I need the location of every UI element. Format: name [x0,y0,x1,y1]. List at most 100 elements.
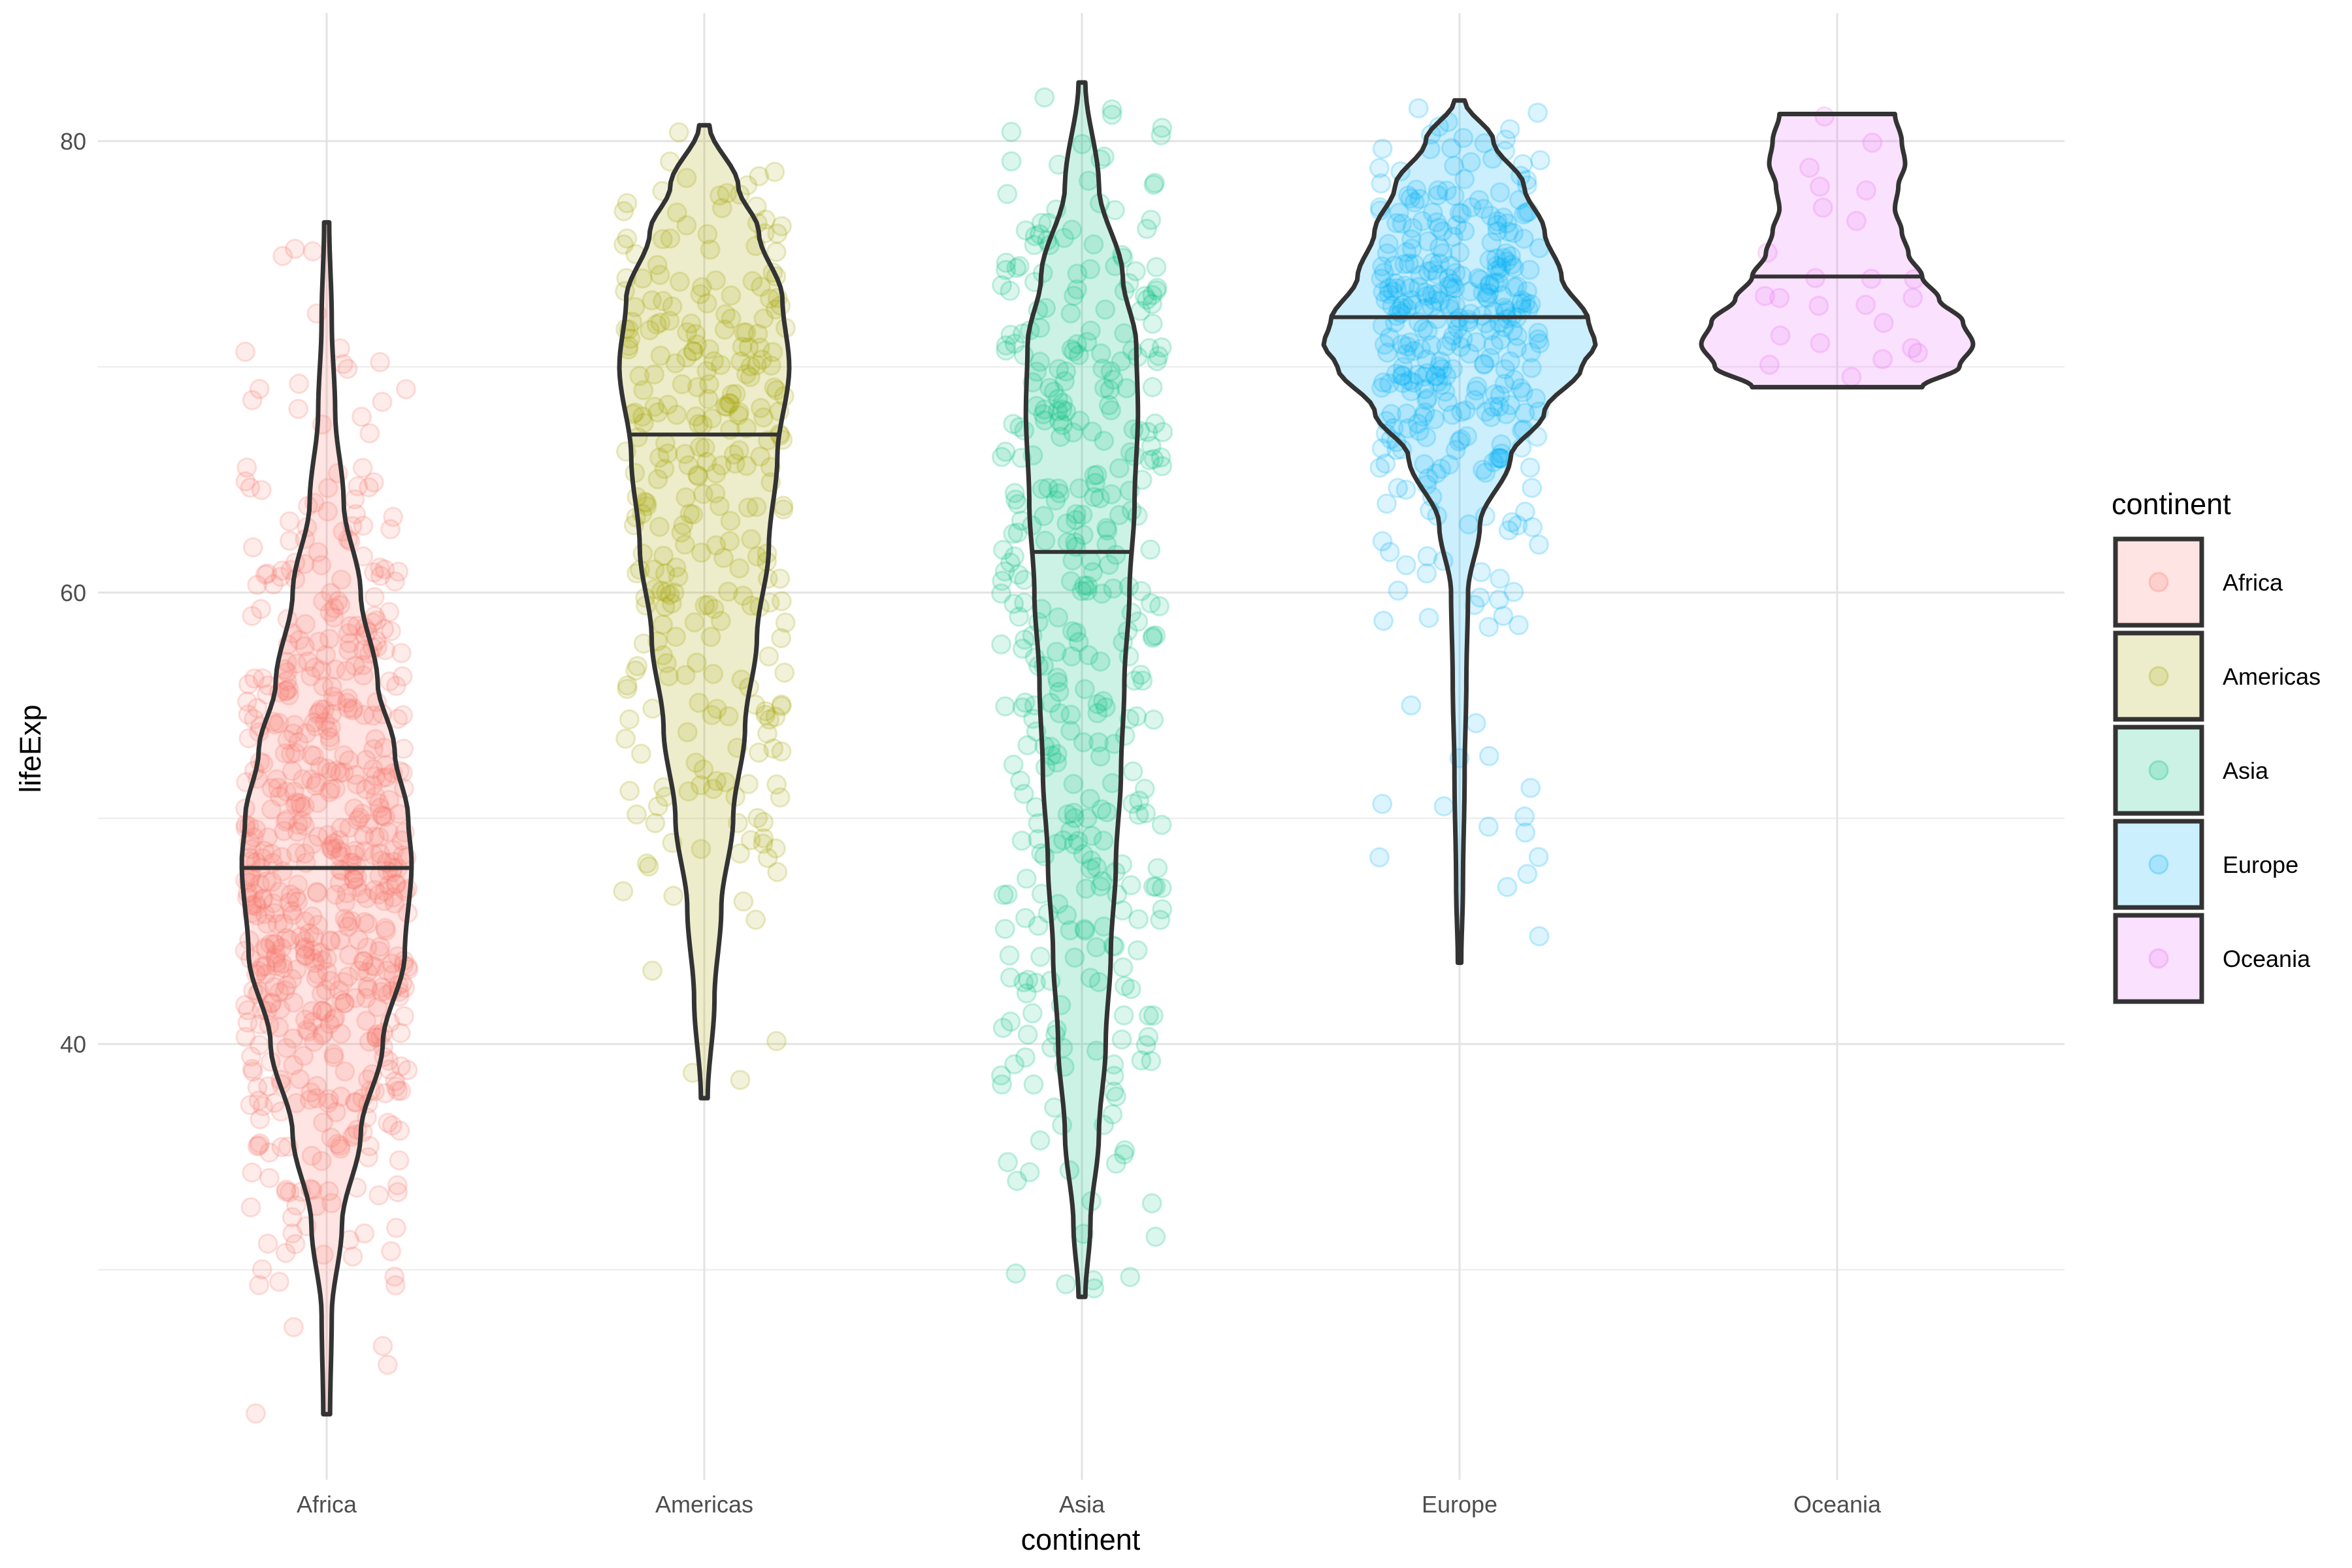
data-point [1068,632,1089,653]
data-point [1504,277,1525,297]
data-point [1486,214,1507,235]
data-point [244,668,265,689]
data-point [263,893,284,914]
data-point [279,511,300,532]
data-point [303,948,323,969]
data-point [1486,255,1507,276]
data-point [996,252,1017,273]
data-point [1396,344,1416,365]
data-point [1007,522,1028,543]
data-point [1489,263,1510,284]
data-point [1520,342,1541,363]
data-point [717,397,738,417]
data-point [335,892,355,913]
data-point [715,396,736,417]
data-point [1450,429,1471,450]
legend-key-bg [2115,539,2202,625]
data-point [1077,808,1098,828]
data-point [1090,876,1111,897]
data-point [376,921,397,941]
data-point [1090,343,1111,364]
data-point [1495,359,1516,380]
data-point [998,1152,1019,1173]
data-point [310,757,331,777]
data-point [1421,335,1442,355]
data-point [1150,909,1171,930]
data-point [1759,354,1780,375]
data-point [1445,440,1466,461]
data-point [363,739,384,760]
data-point [1372,139,1393,159]
data-point [685,323,706,344]
data-point [746,355,767,376]
data-point [301,769,321,790]
data-point [287,821,308,842]
data-point [711,198,732,218]
data-point [1015,220,1036,241]
data-point [285,238,305,259]
data-point [1429,237,1450,257]
data-point [619,781,640,802]
data-point [387,1081,408,1101]
data-point [331,990,352,1011]
data-point [326,691,347,711]
data-point [1083,487,1104,508]
data-point [378,821,399,842]
data-point [338,945,359,966]
data-point [1115,1140,1135,1161]
data-point [1445,295,1466,316]
data-point [1445,278,1465,299]
data-point [346,877,367,897]
data-point [1416,349,1437,370]
data-point [247,1077,268,1098]
data-point [1386,363,1407,384]
data-point [627,656,648,676]
legend-key [2113,536,2204,628]
data-point [288,732,309,753]
data-point [381,1241,402,1262]
data-point [697,223,718,244]
data-point [302,241,323,262]
data-point [384,1266,405,1287]
data-point [1054,227,1075,248]
data-point [258,1076,279,1097]
data-point [1496,251,1517,272]
data-point [1373,372,1394,393]
data-point [307,883,328,904]
data-point [1414,454,1435,474]
y-tick-labels: 40 60 80 [60,128,86,1058]
data-point [254,840,275,861]
data-point [331,841,351,862]
data-point [286,959,307,980]
data-point [1428,180,1448,201]
data-point [1064,286,1085,306]
data-point [1000,552,1021,573]
data-point [295,945,316,966]
data-point [309,702,330,723]
data-point [656,582,676,603]
data-point [305,776,326,796]
data-point [1372,256,1393,277]
data-point [1092,358,1113,379]
data-point [1903,287,1923,308]
data-point [1483,335,1504,355]
data-point [1529,926,1550,947]
data-point [1413,406,1433,427]
points-oceania [1754,106,1928,387]
data-point [1142,377,1163,397]
data-point [1104,200,1125,221]
data-point [1063,341,1084,362]
data-point [663,885,684,906]
data-point [1075,920,1096,941]
data-point [1382,295,1403,316]
data-point [718,706,739,727]
data-point [323,1047,344,1068]
data-point [617,675,638,696]
data-point [256,939,277,960]
data-point [325,1007,346,1028]
data-point [1078,645,1099,666]
data-point [1514,501,1535,522]
data-point [1086,937,1107,958]
data-point [1079,789,1100,809]
